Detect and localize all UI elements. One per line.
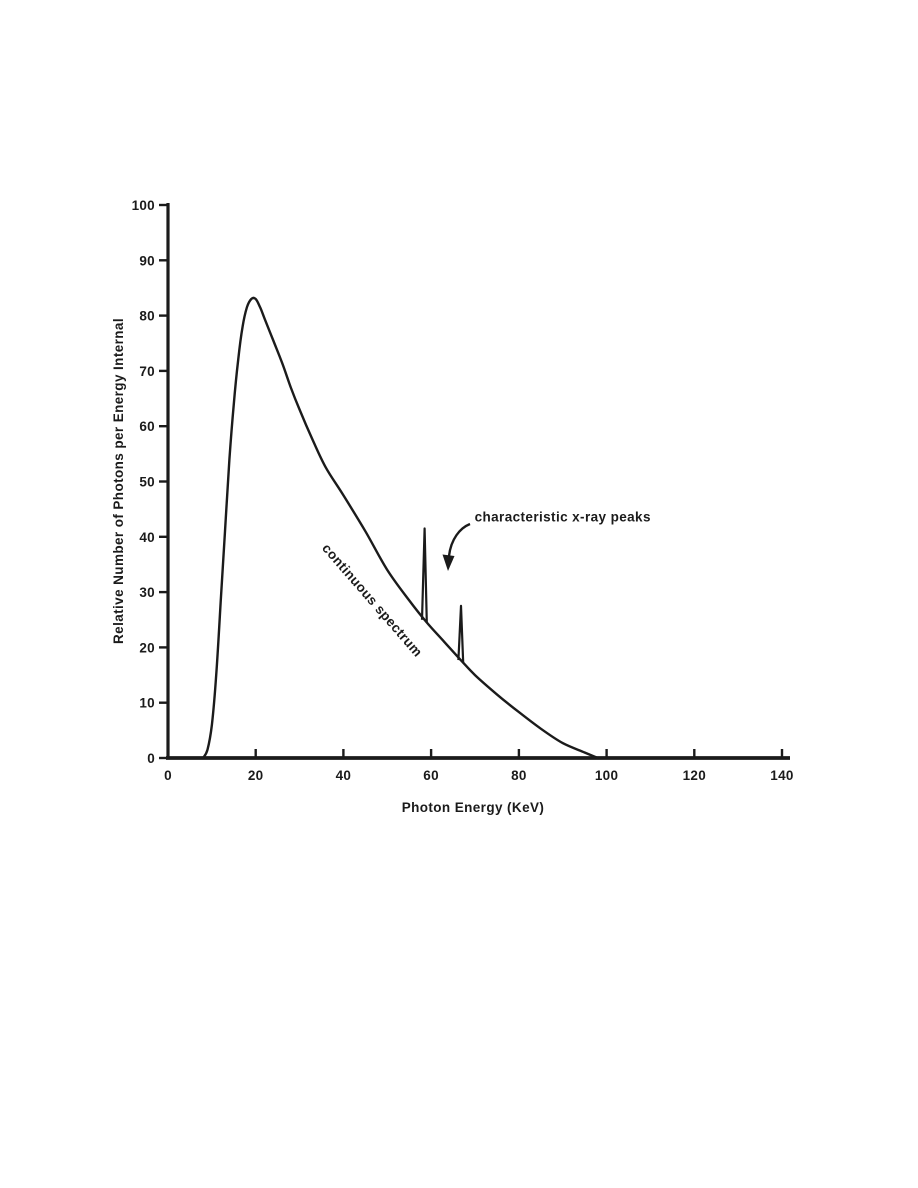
characteristic-peaks: [420, 527, 465, 664]
y-tick-label: 20: [139, 640, 155, 655]
x-tick-label: 40: [336, 768, 352, 783]
y-tick-label: 10: [139, 696, 155, 711]
annotation-arrow: [447, 522, 471, 557]
characteristic-peak-1: [420, 527, 428, 623]
characteristic-peaks-label: characteristic x-ray peaks: [475, 509, 651, 524]
y-axis-ticks: 0 10 20 30 40 50 60 70 80 90 100: [132, 198, 169, 766]
y-tick-label: 90: [139, 253, 155, 268]
y-axis-title: Relative Number of Photons per Energy In…: [111, 318, 126, 644]
x-tick-label: 120: [683, 768, 706, 783]
y-tick-label: 100: [132, 198, 155, 213]
x-tick-label: 140: [770, 768, 793, 783]
x-tick-label: 20: [248, 768, 264, 783]
x-axis-ticks: 0 20 40 60 80 100 120 140: [164, 749, 793, 783]
characteristic-peak-2: [457, 604, 465, 664]
continuous-spectrum-curve: [201, 296, 599, 760]
y-tick-label: 30: [139, 585, 155, 600]
x-tick-label: 60: [423, 768, 439, 783]
x-tick-label: 100: [595, 768, 618, 783]
y-tick-label: 40: [139, 530, 155, 545]
y-tick-label: 80: [139, 309, 155, 324]
x-axis-title: Photon Energy (KeV): [402, 800, 545, 815]
y-tick-label: 60: [139, 419, 155, 434]
y-tick-label: 70: [139, 364, 155, 379]
y-tick-label: 0: [147, 751, 155, 766]
y-tick-label: 50: [139, 475, 155, 490]
x-tick-label: 80: [511, 768, 527, 783]
x-tick-label: 0: [164, 768, 172, 783]
annotation-arrowhead: [442, 554, 455, 571]
